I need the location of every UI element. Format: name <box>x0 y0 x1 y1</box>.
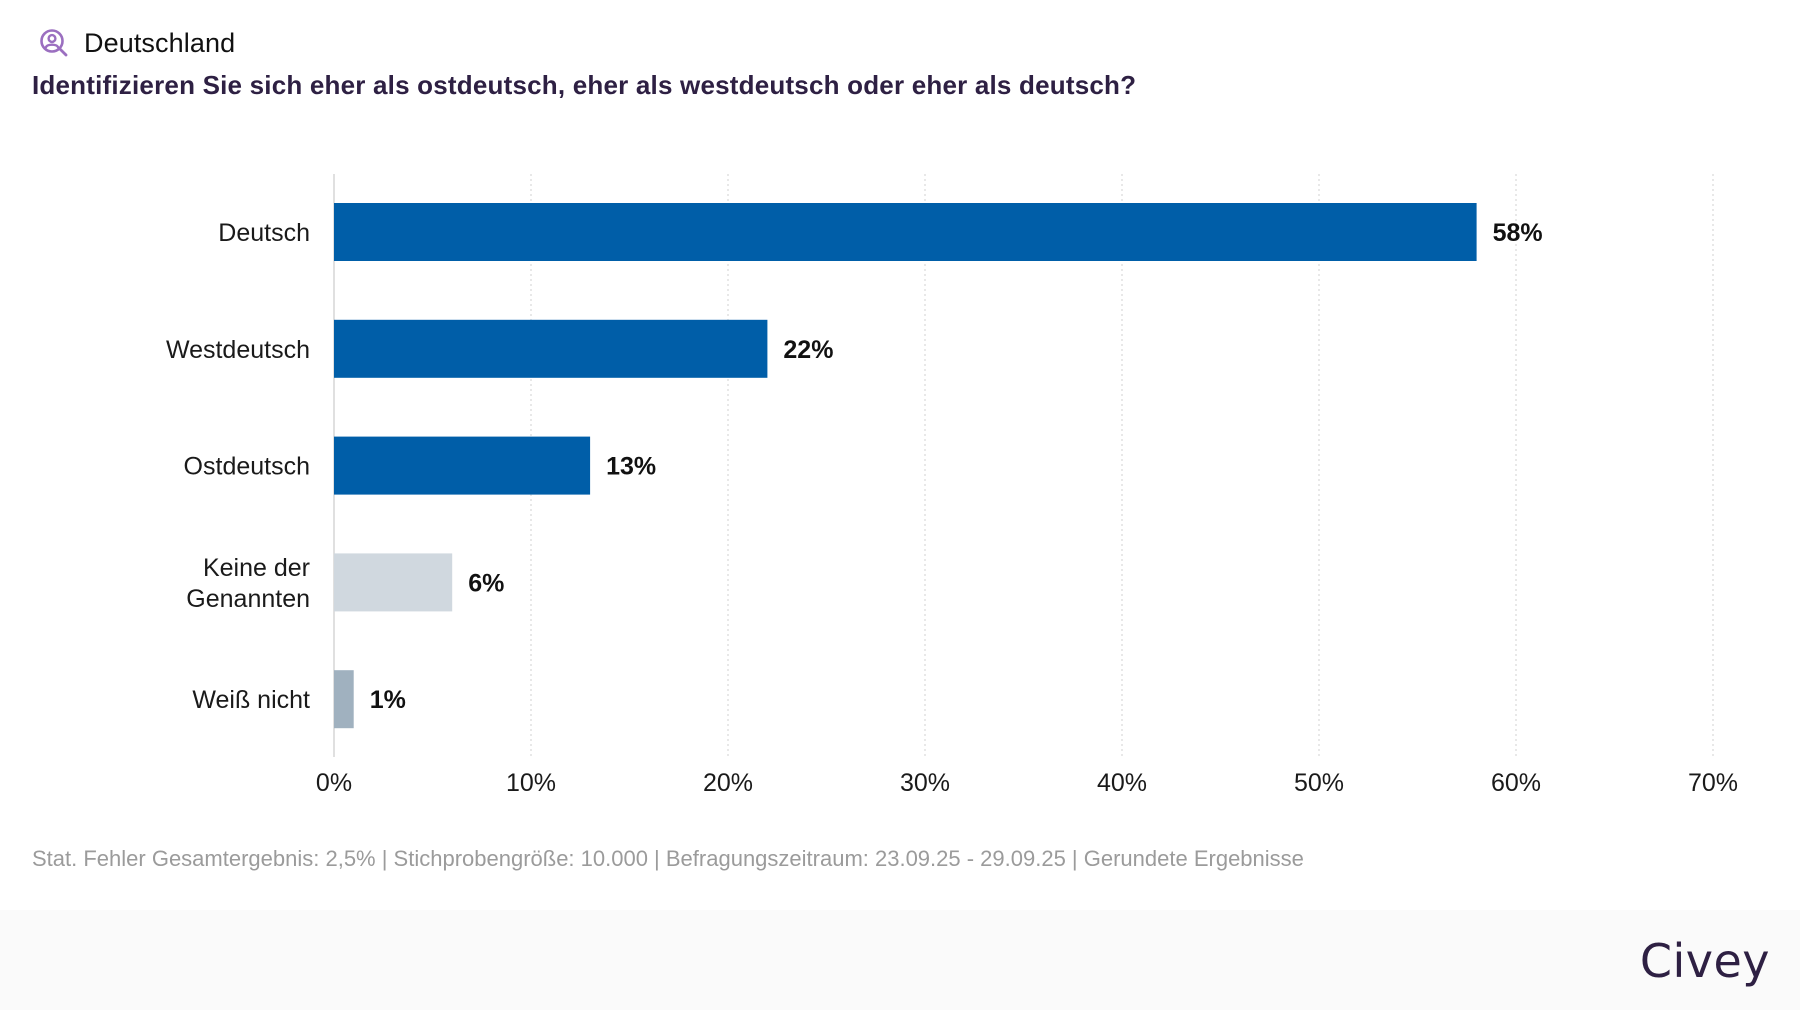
x-tick-label: 20% <box>703 769 753 797</box>
bar[interactable] <box>334 203 1477 261</box>
value-label: 58% <box>1493 219 1543 247</box>
category-label: Westdeutsch <box>166 336 310 364</box>
civey-logo[interactable]: Civey <box>1639 934 1770 988</box>
x-tick-label: 40% <box>1097 769 1147 797</box>
x-tick-label: 30% <box>900 769 950 797</box>
x-tick-label: 10% <box>506 769 556 797</box>
x-tick-label: 70% <box>1688 769 1738 797</box>
x-tick-label: 60% <box>1491 769 1541 797</box>
bar[interactable] <box>334 319 768 378</box>
value-label: 1% <box>370 686 406 714</box>
bar[interactable] <box>334 553 453 612</box>
region-header: Deutschland <box>38 26 235 60</box>
category-label: Keine der Genannten <box>186 554 310 613</box>
category-label: Ostdeutsch <box>184 453 310 481</box>
bar-chart: 0% 10% 20% 30% 40% 50% 60% 70% Deutsch 58% Westdeu… <box>166 174 1738 797</box>
methodology-footnote: Stat. Fehler Gesamtergebnis: 2,5% | Stic… <box>32 846 1304 871</box>
category-label: Deutsch <box>218 219 310 247</box>
x-tick-label: 0% <box>316 769 352 797</box>
user-search-icon <box>40 29 68 57</box>
bar[interactable] <box>334 436 591 495</box>
x-tick-label: 50% <box>1294 769 1344 797</box>
region-label: Deutschland <box>84 27 236 58</box>
bar-layer <box>334 203 1477 729</box>
question-title: Identifizieren Sie sich eher als ostdeut… <box>32 70 1137 100</box>
bar[interactable] <box>334 670 354 729</box>
footer-band: Civey <box>0 910 1800 1010</box>
category-label: Weiß nicht <box>192 686 310 714</box>
label-layer: 0% 10% 20% 30% 40% 50% 60% 70% Deutsch 58% Westdeu… <box>166 219 1738 797</box>
value-label: 6% <box>468 569 504 597</box>
value-label: 13% <box>606 453 656 481</box>
value-label: 22% <box>783 336 833 364</box>
